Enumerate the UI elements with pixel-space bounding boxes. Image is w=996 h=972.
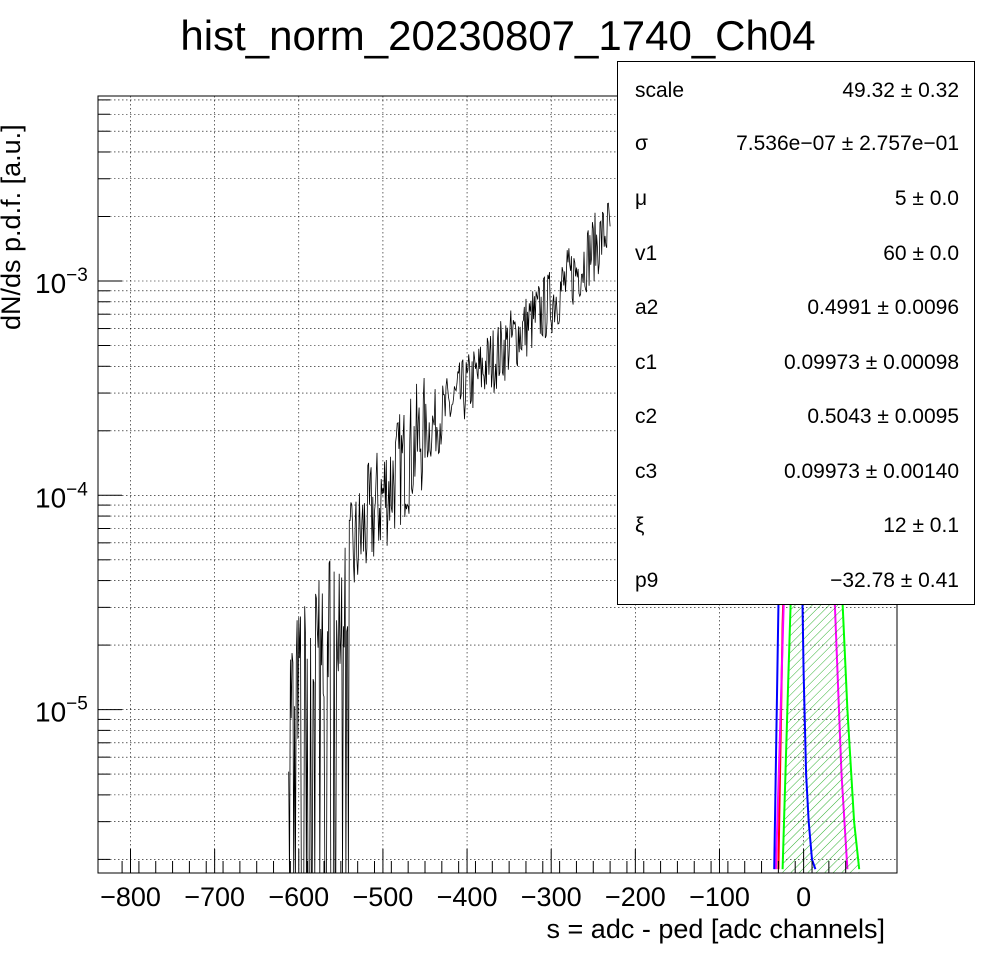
stats-row: μ 5 ± 0.0: [618, 187, 974, 217]
x-tick-label: −300: [521, 882, 582, 912]
stats-param-value: 5 ± 0.0: [894, 187, 959, 210]
x-tick-label: −100: [689, 882, 750, 912]
x-tick-label: −400: [437, 882, 498, 912]
stats-param-value: 12 ± 0.1: [883, 514, 959, 537]
chart-title: hist_norm_20230807_1740_Ch04: [180, 12, 816, 59]
y-axis-label: dN/ds p.d.f. [a.u.]: [0, 124, 26, 330]
stats-row: a2 0.4991 ± 0.0096: [618, 296, 974, 326]
fit-stats-box: scale 49.32 ± 0.32 σ 7.536e−07 ± 2.757e−01 μ…: [617, 61, 975, 605]
stats-row: c2 0.5043 ± 0.0095: [618, 405, 974, 435]
stats-param-name: μ: [635, 187, 648, 210]
stats-param-value: 0.5043 ± 0.0095: [807, 405, 959, 428]
stats-param-value: 7.536e−07 ± 2.757e−01: [736, 132, 959, 155]
stats-param-name: ξ: [635, 514, 645, 537]
stats-row: v1 60 ± 0.0: [618, 242, 974, 272]
stats-param-name: a2: [635, 296, 659, 319]
stats-param-value: 0.09973 ± 0.00140: [783, 460, 959, 483]
stats-param-name: σ: [635, 132, 648, 155]
stats-param-name: c3: [635, 460, 658, 483]
stats-param-value: 60 ± 0.0: [883, 242, 959, 265]
stats-param-value: 49.32 ± 0.32: [842, 79, 959, 102]
axes: −800 −700 −600 −500 −400 −300 −200 −100 0 10−5 10−…: [35, 99, 847, 912]
histogram-line: [288, 202, 611, 873]
x-tick-label: −800: [100, 882, 161, 912]
y-tick-label: 10−3: [35, 265, 88, 299]
stats-param-name: c2: [635, 405, 658, 428]
x-tick-label: −500: [353, 882, 414, 912]
stats-row: ξ 12 ± 0.1: [618, 514, 974, 544]
stats-param-name: v1: [635, 242, 658, 265]
x-axis-label: s = adc - ped [adc channels]: [547, 914, 885, 944]
stats-param-value: 0.09973 ± 0.00098: [783, 351, 959, 374]
stats-param-value: 0.4991 ± 0.0096: [807, 296, 959, 319]
stats-param-name: scale: [635, 79, 685, 102]
y-tick-label: 10−4: [35, 479, 88, 513]
stats-row: σ 7.536e−07 ± 2.757e−01: [618, 132, 974, 162]
stats-row: p9 −32.78 ± 0.41: [618, 569, 974, 599]
stats-row: c3 0.09973 ± 0.00140: [618, 460, 974, 490]
y-tick-label: 10−5: [35, 694, 88, 728]
stats-row: scale 49.32 ± 0.32: [618, 79, 974, 109]
stats-param-name: c1: [635, 351, 658, 374]
x-tick-label: 0: [796, 882, 811, 912]
stats-row: c1 0.09973 ± 0.00098: [618, 351, 974, 381]
x-tick-label: −600: [268, 882, 329, 912]
x-tick-label: −200: [605, 882, 666, 912]
x-tick-label: −700: [184, 882, 245, 912]
stats-param-value: −32.78 ± 0.41: [830, 569, 959, 592]
stats-param-name: p9: [635, 569, 659, 592]
